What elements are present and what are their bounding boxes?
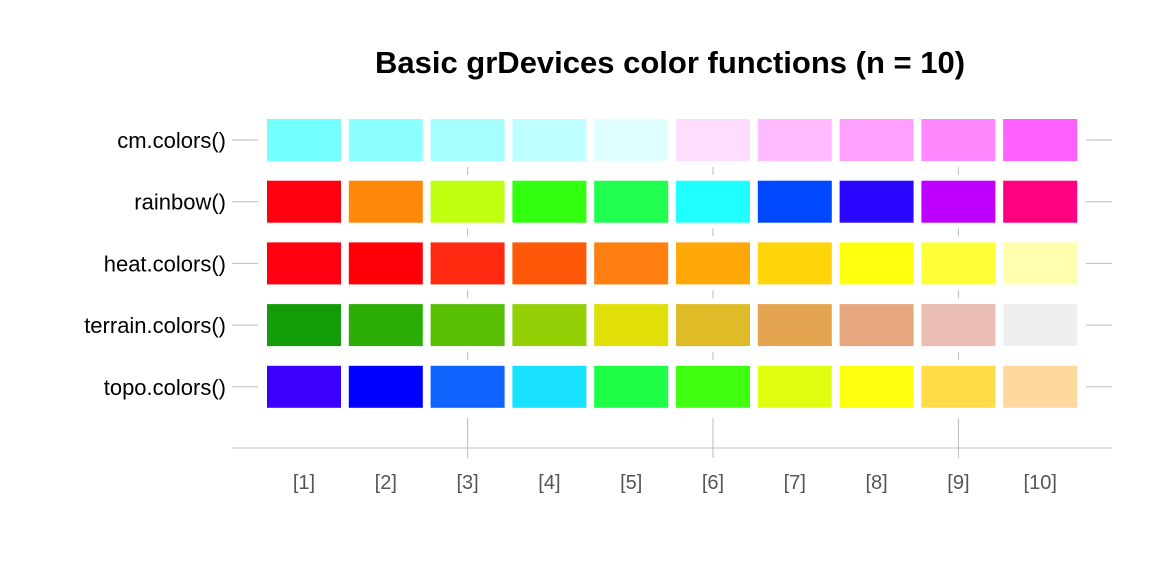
color-swatch — [757, 304, 832, 347]
color-swatch — [348, 304, 423, 347]
x-tick-label: [2] — [375, 472, 397, 494]
row-label: heat.colors() — [104, 251, 226, 276]
color-swatch — [676, 242, 750, 285]
x-tick-label: [10] — [1024, 472, 1057, 494]
color-swatch — [757, 119, 832, 161]
color-swatch — [430, 365, 505, 408]
color-swatch — [839, 365, 914, 408]
color-swatch — [921, 365, 996, 408]
color-swatch — [757, 180, 832, 223]
x-tick-label: [3] — [456, 472, 478, 494]
color-swatch — [594, 180, 669, 223]
color-swatch — [1003, 365, 1078, 408]
chart-title: Basic grDevices color functions (n = 10) — [375, 45, 965, 80]
color-swatch — [594, 365, 669, 408]
x-tick-label: [1] — [293, 472, 315, 494]
row-label: topo.colors() — [104, 375, 226, 400]
row-label: cm.colors() — [117, 128, 226, 153]
color-swatch — [348, 119, 423, 161]
color-swatch — [1003, 119, 1078, 161]
color-swatch — [512, 304, 587, 347]
color-swatch — [348, 365, 423, 408]
color-swatch — [1003, 304, 1078, 347]
color-swatch — [839, 304, 914, 347]
color-swatch — [512, 365, 587, 408]
color-swatch — [757, 242, 832, 285]
color-swatch — [512, 180, 587, 223]
color-swatch — [757, 365, 832, 408]
color-swatch — [921, 242, 996, 285]
x-tick-label: [9] — [947, 472, 969, 494]
color-swatch — [839, 119, 914, 161]
color-swatch — [676, 119, 750, 161]
color-swatch — [267, 180, 341, 223]
color-swatch — [594, 304, 669, 347]
color-swatch — [594, 119, 669, 161]
color-swatch — [839, 242, 914, 285]
color-swatch — [1003, 242, 1078, 285]
color-swatch — [348, 180, 423, 223]
color-swatch — [921, 304, 996, 347]
x-tick-label: [8] — [865, 472, 887, 494]
color-swatch — [430, 119, 505, 161]
color-swatch — [267, 119, 341, 161]
color-swatch — [921, 180, 996, 223]
x-tick-label: [7] — [784, 472, 806, 494]
color-swatch — [921, 119, 996, 161]
x-tick-label: [4] — [538, 472, 560, 494]
color-swatch — [430, 242, 505, 285]
color-swatch — [512, 242, 587, 285]
color-swatch — [430, 304, 505, 347]
color-swatch — [1003, 180, 1078, 223]
row-label: terrain.colors() — [84, 313, 226, 338]
x-tick-label: [6] — [702, 472, 724, 494]
x-tick-label: [5] — [620, 472, 642, 494]
color-swatch — [267, 365, 341, 408]
color-swatch — [676, 180, 750, 223]
color-swatch — [676, 365, 750, 408]
color-swatch — [267, 242, 341, 285]
color-swatch — [839, 180, 914, 223]
color-swatch — [267, 304, 341, 347]
color-swatch — [430, 180, 505, 223]
color-swatch — [676, 304, 750, 347]
color-swatch — [512, 119, 587, 161]
row-label: rainbow() — [134, 190, 226, 215]
color-swatch — [594, 242, 669, 285]
color-swatch — [348, 242, 423, 285]
